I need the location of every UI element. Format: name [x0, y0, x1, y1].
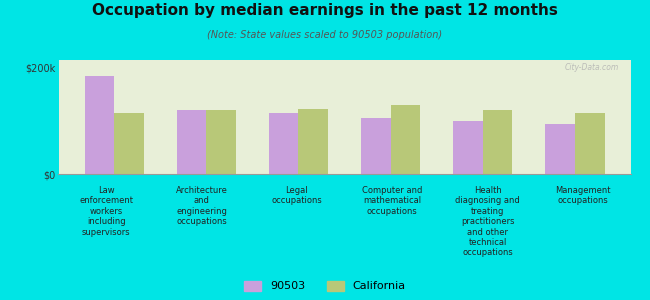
Bar — [206, 110, 236, 174]
Text: Occupation by median earnings in the past 12 months: Occupation by median earnings in the pas… — [92, 3, 558, 18]
Bar — [361, 118, 391, 174]
Bar — [298, 109, 328, 174]
Bar — [84, 76, 114, 174]
Bar — [391, 105, 420, 174]
Bar — [177, 110, 206, 174]
Text: Management
occupations: Management occupations — [555, 186, 610, 206]
Bar — [545, 124, 575, 174]
Text: Computer and
mathematical
occupations: Computer and mathematical occupations — [362, 186, 422, 216]
Bar — [114, 113, 144, 174]
Bar — [483, 110, 512, 174]
Text: (Note: State values scaled to 90503 population): (Note: State values scaled to 90503 popu… — [207, 30, 443, 40]
Text: Law
enforcement
workers
including
supervisors: Law enforcement workers including superv… — [79, 186, 133, 237]
Text: Health
diagnosing and
treating
practitioners
and other
technical
occupations: Health diagnosing and treating practitio… — [455, 186, 520, 257]
Text: Legal
occupations: Legal occupations — [272, 186, 322, 206]
Bar — [575, 113, 604, 174]
Bar — [269, 113, 298, 174]
Text: City-Data.com: City-Data.com — [565, 63, 619, 72]
Legend: 90503, California: 90503, California — [244, 281, 406, 291]
Bar — [453, 121, 483, 174]
Text: Architecture
and
engineering
occupations: Architecture and engineering occupations — [176, 186, 227, 226]
